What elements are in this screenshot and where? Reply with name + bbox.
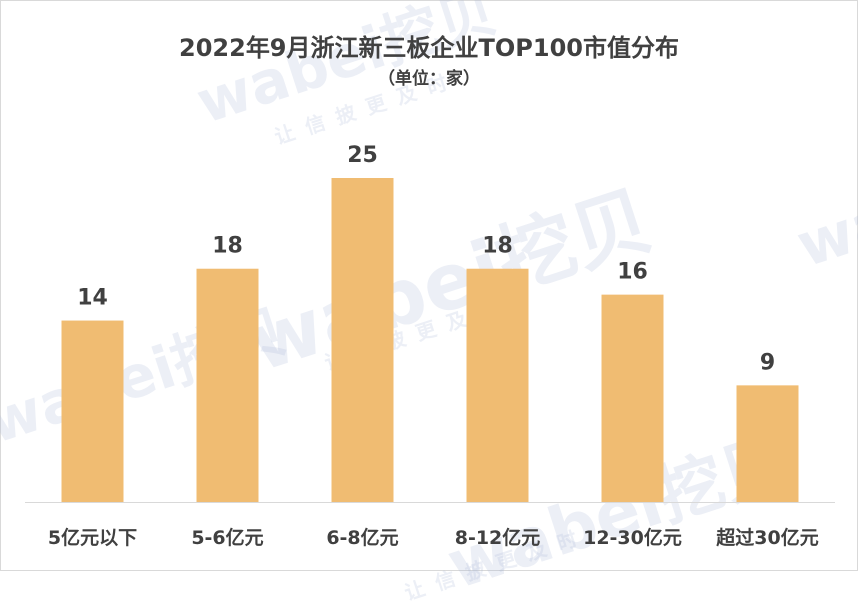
chart-title: 2022年9月浙江新三板企业TOP100市值分布 (179, 34, 679, 62)
x-tick-label: 8-12亿元 (455, 526, 541, 549)
chart-subtitle: （单位：家） (378, 69, 480, 89)
x-tick-label: 12-30亿元 (583, 526, 682, 549)
data-label: 18 (212, 234, 243, 259)
chart-frame (0, 0, 858, 571)
data-label: 14 (77, 286, 108, 311)
bar (736, 385, 799, 502)
bar-chart: 14 5亿元以下 18 5-6亿元 25 6-8亿元 18 8-12亿元 16 12-30亿元 9 超… (25, 143, 835, 549)
bar (601, 294, 664, 502)
data-label: 25 (347, 143, 378, 168)
x-tick-label: 超过30亿元 (715, 526, 818, 549)
x-tick-label: 6-8亿元 (326, 526, 398, 549)
x-tick-label: 5亿元以下 (48, 526, 137, 549)
bar (196, 268, 259, 502)
bar (331, 178, 394, 502)
bar (61, 320, 124, 502)
data-label: 9 (760, 350, 775, 375)
x-tick-label: 5-6亿元 (191, 526, 263, 549)
data-label: 16 (617, 260, 648, 285)
data-label: 18 (482, 234, 513, 259)
bar (466, 268, 529, 502)
